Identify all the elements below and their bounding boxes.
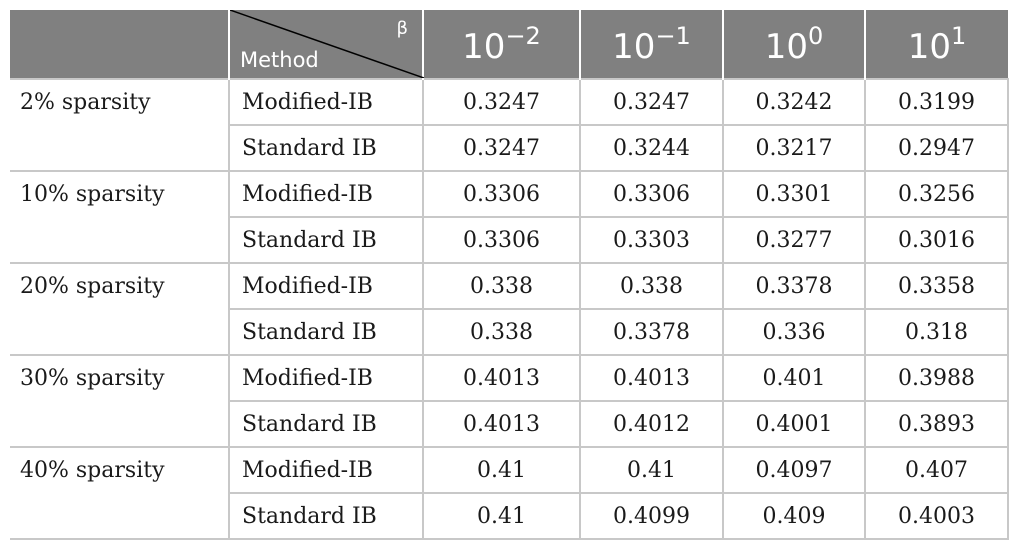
- method-cell: Standard IB: [229, 309, 424, 356]
- header-beta-col-1: 10−2: [423, 10, 581, 79]
- value-cell: 0.2947: [865, 125, 1009, 172]
- value-cell: 0.3358: [865, 263, 1009, 310]
- value-cell: 0.4001: [723, 401, 866, 448]
- value-cell: 0.4012: [580, 401, 724, 448]
- value-cell: 0.3242: [723, 78, 866, 126]
- value-cell: 0.3217: [723, 125, 866, 172]
- value-cell: 0.318: [865, 309, 1009, 356]
- results-table-container: β Method 10−2 10−1 100 101 2% sparsity M…: [10, 10, 1009, 540]
- value-cell: 0.3247: [580, 78, 724, 126]
- value-cell: 0.3306: [423, 171, 581, 218]
- beta-base: 10: [462, 26, 506, 67]
- value-cell: 0.3378: [580, 309, 724, 356]
- table-row: 2% sparsity Modified-IB 0.3247 0.3247 0.…: [10, 78, 1009, 172]
- value-cell: 0.336: [723, 309, 866, 356]
- header-beta-col-3: 100: [723, 10, 866, 79]
- table-row: 20% sparsity Modified-IB 0.338 0.338 0.3…: [10, 263, 1009, 356]
- value-cell: 0.41: [423, 447, 581, 494]
- method-cell: Standard IB: [229, 401, 424, 448]
- group-label: 2% sparsity: [10, 78, 230, 172]
- diagonal-divider: [230, 10, 424, 78]
- table-row: 10% sparsity Modified-IB 0.3306 0.3306 0…: [10, 171, 1009, 264]
- value-cell: 0.338: [423, 309, 581, 356]
- value-cell: 0.3306: [580, 171, 724, 218]
- beta-exponent: −1: [655, 21, 691, 50]
- value-cell: 0.4013: [423, 401, 581, 448]
- beta-label: β: [396, 18, 409, 39]
- group-label: 40% sparsity: [10, 447, 230, 540]
- value-cell: 0.3016: [865, 217, 1009, 264]
- method-cell: Modified-IB: [229, 78, 424, 126]
- group-label: 30% sparsity: [10, 355, 230, 448]
- value-cell: 0.3303: [580, 217, 724, 264]
- value-cell: 0.41: [423, 493, 581, 540]
- value-cell: 0.41: [580, 447, 724, 494]
- value-cell: 0.4099: [580, 493, 724, 540]
- header-row: β Method 10−2 10−1 100 101: [10, 10, 1008, 79]
- header-beta-col-2: 10−1: [580, 10, 724, 79]
- value-cell: 0.3277: [723, 217, 866, 264]
- method-label: Method: [240, 48, 319, 72]
- table-row: 30% sparsity Modified-IB 0.4013 0.4013 0…: [10, 355, 1009, 448]
- method-cell: Modified-IB: [229, 171, 424, 218]
- method-cell: Modified-IB: [229, 355, 424, 402]
- value-cell: 0.3306: [423, 217, 581, 264]
- value-cell: 0.3247: [423, 125, 581, 172]
- value-cell: 0.407: [865, 447, 1009, 494]
- beta-base: 10: [612, 26, 656, 67]
- table-row: Standard IB 0.338 0.3378 0.336 0.318: [10, 309, 1009, 356]
- value-cell: 0.4013: [423, 355, 581, 402]
- value-cell: 0.3244: [580, 125, 724, 172]
- table-row: 40% sparsity Modified-IB 0.41 0.41 0.409…: [10, 447, 1009, 540]
- value-cell: 0.3247: [423, 78, 581, 126]
- value-cell: 0.4097: [723, 447, 866, 494]
- header-corner-cell: β Method: [229, 10, 424, 79]
- value-cell: 0.338: [423, 263, 581, 310]
- value-cell: 0.338: [580, 263, 724, 310]
- method-cell: Standard IB: [229, 493, 424, 540]
- group-label: 10% sparsity: [10, 171, 230, 264]
- table-row: Standard IB 0.3306 0.3303 0.3277 0.3016: [10, 217, 1009, 264]
- value-cell: 0.3301: [723, 171, 866, 218]
- value-cell: 0.3893: [865, 401, 1009, 448]
- value-cell: 0.3256: [865, 171, 1009, 218]
- beta-exponent: 0: [807, 21, 824, 50]
- value-cell: 0.401: [723, 355, 866, 402]
- method-cell: Modified-IB: [229, 447, 424, 494]
- value-cell: 0.409: [723, 493, 866, 540]
- table-row: Standard IB 0.41 0.4099 0.409 0.4003: [10, 493, 1009, 540]
- method-cell: Modified-IB: [229, 263, 424, 310]
- header-empty-cell: [10, 10, 230, 79]
- method-cell: Standard IB: [229, 217, 424, 264]
- method-cell: Standard IB: [229, 125, 424, 172]
- table-row: Standard IB 0.3247 0.3244 0.3217 0.2947: [10, 125, 1009, 172]
- header-beta-col-4: 101: [865, 10, 1008, 79]
- value-cell: 0.3378: [723, 263, 866, 310]
- beta-base: 10: [764, 26, 808, 67]
- table-row: Standard IB 0.4013 0.4012 0.4001 0.3893: [10, 401, 1009, 448]
- value-cell: 0.4013: [580, 355, 724, 402]
- value-cell: 0.3199: [865, 78, 1009, 126]
- group-label: 20% sparsity: [10, 263, 230, 356]
- beta-exponent: −2: [505, 21, 541, 50]
- beta-exponent: 1: [950, 21, 967, 50]
- results-table: β Method 10−2 10−1 100 101 2% sparsity M…: [10, 10, 1009, 540]
- value-cell: 0.4003: [865, 493, 1009, 540]
- value-cell: 0.3988: [865, 355, 1009, 402]
- beta-base: 10: [907, 26, 951, 67]
